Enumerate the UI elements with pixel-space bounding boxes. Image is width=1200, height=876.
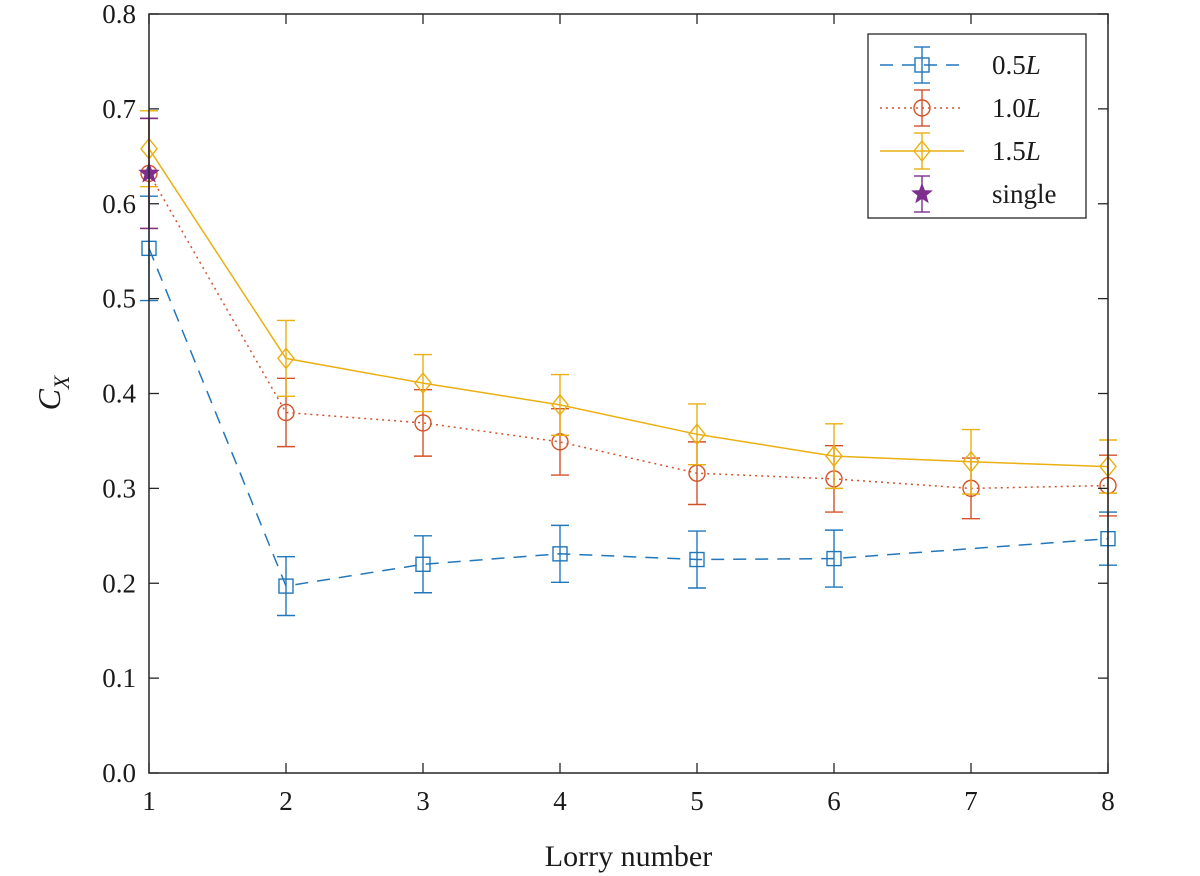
y-tick-label: 0.0	[102, 758, 136, 788]
data-point	[277, 403, 295, 422]
x-tick-label: 7	[964, 786, 978, 816]
data-point	[551, 393, 569, 417]
data-point	[552, 546, 568, 562]
y-tick-label: 0.3	[102, 473, 136, 503]
data-point	[414, 414, 432, 432]
data-point	[825, 444, 843, 468]
legend-label-value: 0.5	[992, 50, 1026, 80]
legend-label: 1.5L	[992, 136, 1041, 166]
legend-marker	[913, 99, 931, 117]
svg-text:CX: CX	[31, 374, 74, 410]
y-axis-title-main: C	[31, 388, 67, 410]
x-tick-label: 8	[1101, 786, 1115, 816]
x-tick-label: 3	[416, 786, 430, 816]
y-tick-label: 0.5	[102, 284, 136, 314]
data-point	[826, 550, 842, 567]
tick-layer: 1 2 3 4 5 6 7 8 0.0 0.1 0.2 0.3 0.4 0.5 0.6 0.7 0.8	[102, 0, 1115, 816]
x-tick-label: 6	[827, 786, 841, 816]
legend-entry: 1.5L	[880, 132, 1041, 170]
data-point	[277, 347, 295, 370]
data-point	[689, 551, 705, 568]
legend-marker	[914, 57, 930, 73]
x-axis-title: Lorry number	[545, 840, 712, 873]
legend-label: 1.0L	[992, 93, 1041, 123]
legend-label-value: 1.0	[992, 93, 1026, 123]
legend-entry: 0.5L	[880, 46, 1041, 84]
legend-marker	[911, 182, 933, 204]
legend-label: single	[992, 179, 1057, 209]
series-line	[148, 173, 1109, 490]
legend-entry: 1.0L	[880, 89, 1041, 127]
y-axis-title-sub: X	[49, 374, 74, 390]
legend-label: 0.5L	[992, 50, 1041, 80]
y-tick-label: 0.4	[102, 379, 136, 409]
legend-label-value: single	[992, 179, 1057, 209]
y-tick-label: 0.6	[102, 189, 136, 219]
y-tick-label: 0.2	[102, 568, 136, 598]
legend-label-unit: L	[1025, 136, 1041, 166]
data-point	[414, 371, 432, 395]
x-tick-label: 4	[553, 786, 567, 816]
data-point	[278, 578, 294, 594]
legend-label-unit: L	[1025, 93, 1041, 123]
x-tick-label: 5	[690, 786, 704, 816]
legend-entry: single	[911, 175, 1057, 213]
y-tick-label: 0.8	[102, 0, 136, 29]
y-tick-label: 0.1	[102, 663, 136, 693]
data-point	[688, 423, 706, 446]
data-point	[962, 450, 980, 473]
legend-label-value: 1.5	[992, 136, 1026, 166]
legend-label-unit: L	[1025, 50, 1041, 80]
y-axis-title: CX	[31, 374, 74, 410]
data-point	[415, 556, 431, 572]
legend-marker	[913, 139, 931, 163]
x-tick-label: 1	[142, 786, 156, 816]
y-tick-label: 0.7	[102, 94, 136, 124]
series-line	[148, 148, 1109, 468]
x-tick-label: 2	[279, 786, 293, 816]
